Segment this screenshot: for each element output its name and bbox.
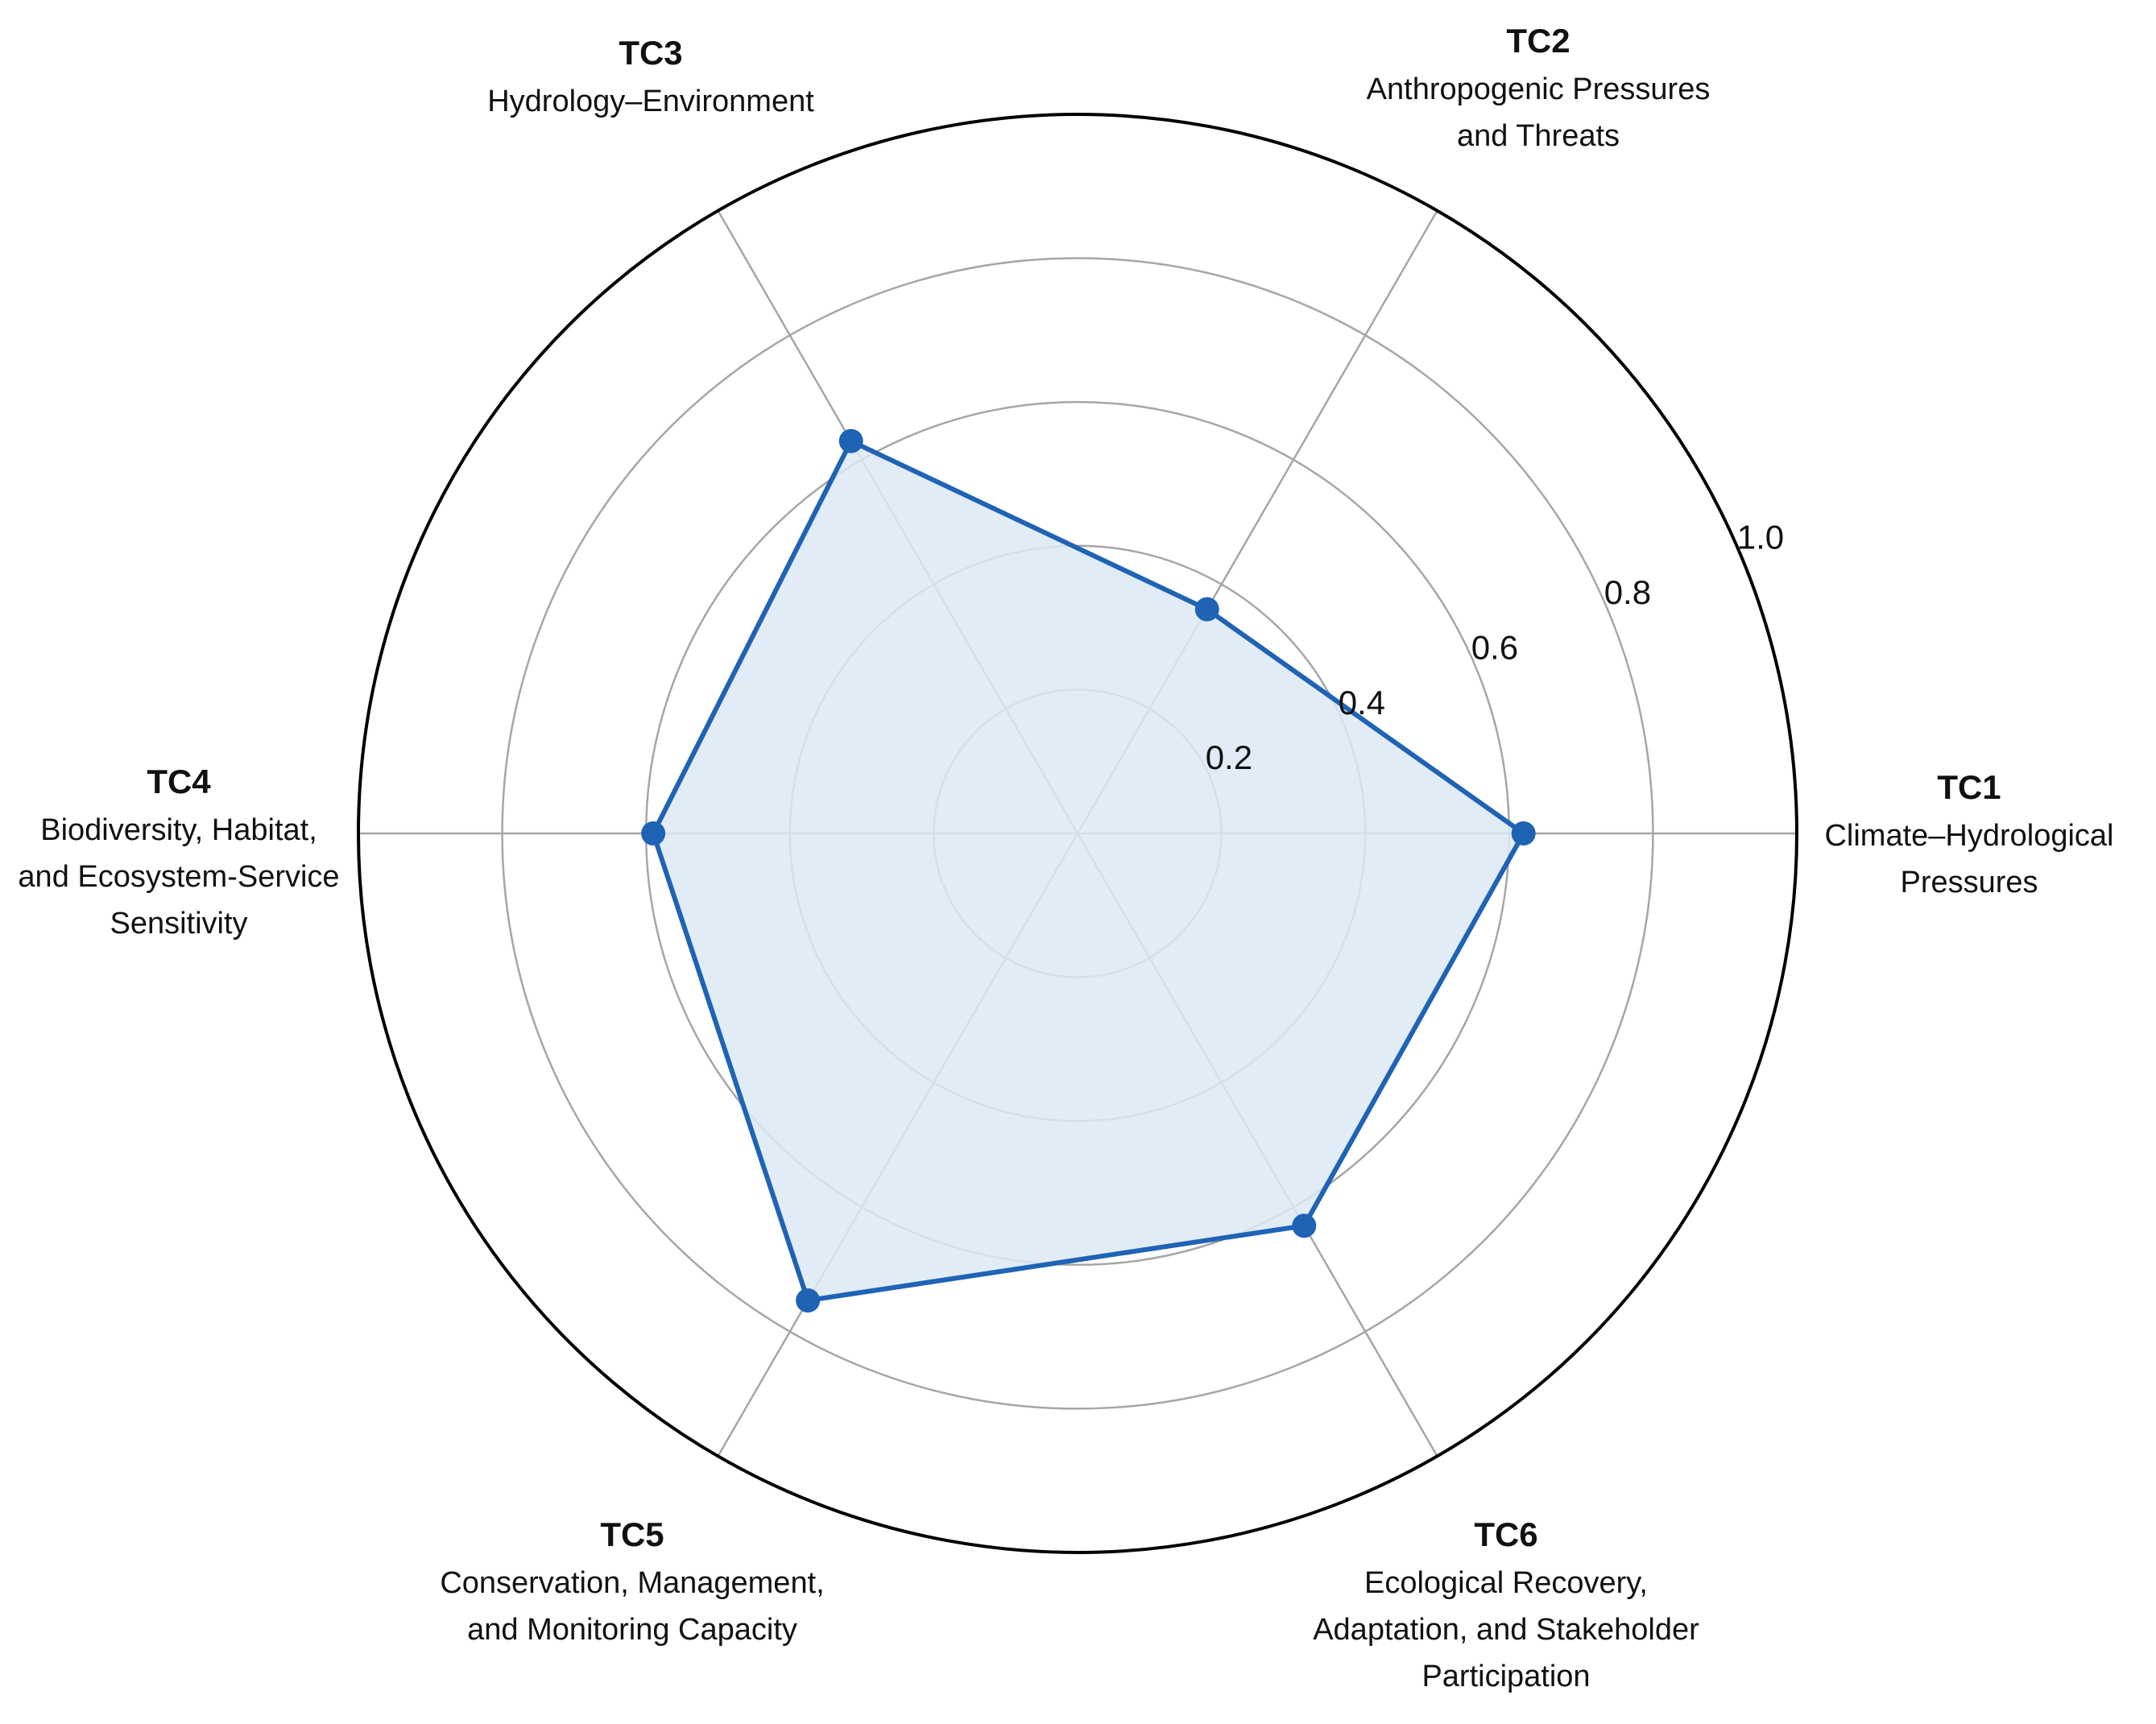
axis-label-tc5-line-2: and Monitoring Capacity [467,1613,797,1647]
series-area-1 [650,437,1527,1304]
data-point-tc3 [838,428,863,453]
axis-code-tc5: TC5 [600,1515,664,1553]
axis-label-tc1-line-2: Pressures [1900,866,2038,899]
axis-label-tc2-line-2: and Threats [1457,119,1620,153]
outer-ring [357,113,1798,1554]
data-point-tc2 [1194,597,1219,622]
axis-label-tc6-line-1: Ecological Recovery, [1364,1566,1648,1600]
r-tick-label-3: 0.6 [1471,628,1518,666]
axis-label-tc6-line-2: Adaptation, and Stakeholder [1313,1613,1699,1647]
data-point-tc6 [1292,1213,1317,1238]
data-layer [641,428,1536,1313]
r-tick-label-2: 0.4 [1339,684,1385,721]
radial-tick-labels: 0.2 0.4 0.6 0.8 1.0 [1206,519,1784,776]
axis-code-tc6: TC6 [1474,1515,1537,1553]
data-point-tc1 [1511,821,1536,845]
axis-label-tc6-line-3: Participation [1421,1660,1590,1693]
axis-code-tc4: TC4 [147,763,211,800]
axis-label-tc4-line-2: and Ecosystem-Service [18,860,339,894]
axis-label-tc4-line-1: Biodiversity, Habitat, [40,813,317,847]
r-tick-label-5: 1.0 [1737,519,1784,556]
axis-label-tc1-line-1: Climate–Hydrological [1824,819,2113,853]
axis-label-tc5-line-1: Conservation, Management, [440,1566,824,1600]
axis-code-tc3: TC3 [619,34,682,72]
axis-labels: TC1 Climate–Hydrological Pressures TC2 Anthr… [18,22,2113,1693]
axis-label-tc2-line-1: Anthropogenic Pressures [1367,72,1711,106]
data-point-tc5 [796,1288,821,1313]
r-tick-label-1: 0.2 [1206,738,1252,776]
axis-label-tc4-line-3: Sensitivity [110,907,247,941]
data-point-tc4 [641,821,666,845]
r-tick-label-4: 0.8 [1604,573,1651,611]
axis-label-tc3-line-1: Hydrology–Environment [487,85,814,118]
axis-code-tc1: TC1 [1937,768,2001,806]
axis-code-tc2: TC2 [1506,22,1570,60]
